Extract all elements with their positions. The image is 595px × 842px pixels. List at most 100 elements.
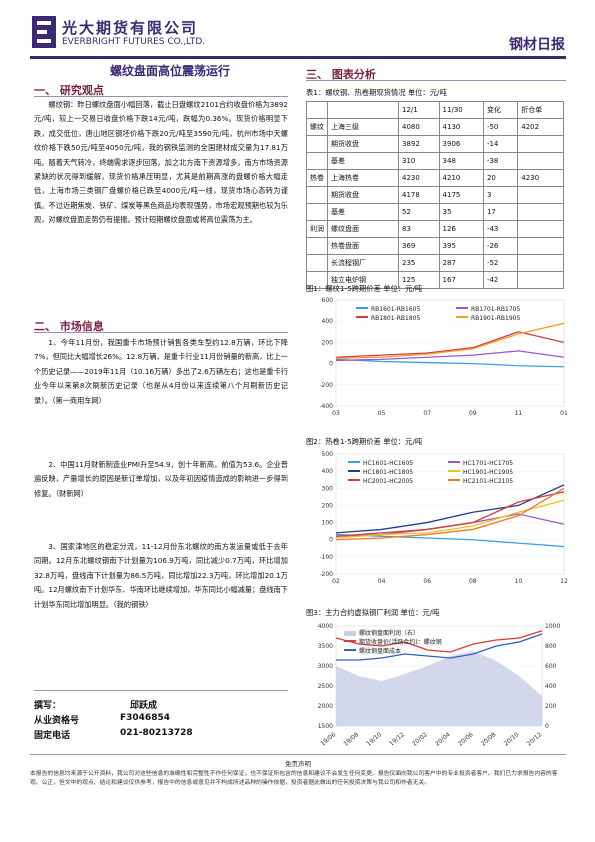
series-line bbox=[335, 630, 543, 653]
report-type: 钢材日报 bbox=[509, 37, 565, 53]
table-cell-group bbox=[306, 186, 328, 204]
table-cell-wr bbox=[517, 135, 564, 153]
table-cell-name: 热卷盘面 bbox=[327, 237, 399, 255]
table-cell-wr bbox=[517, 186, 564, 204]
table-cell-chg: -52 bbox=[482, 254, 519, 272]
y2-tick-label: 200 bbox=[545, 703, 557, 710]
plot-area bbox=[335, 299, 565, 407]
chart-rebar-spread: -400 -200 0 200 400 600 03 05 07 09 11 01 RB1601-RB1… bbox=[319, 297, 568, 417]
y-tick-label: 400 bbox=[322, 318, 334, 325]
table-row: 热卷 上海热卷 4230 4210 20 4230 bbox=[306, 169, 564, 187]
table-cell-group bbox=[306, 254, 328, 272]
legend-swatch bbox=[356, 307, 368, 309]
legend-label: RB1901-RB1905 bbox=[471, 315, 520, 322]
x-tick-label: 20/12 bbox=[526, 731, 544, 748]
market-info-item: 2、中国11月财新制造业PMI升至54.9，创十年新高，前值为53.6。企业普遍… bbox=[34, 460, 288, 498]
series-line bbox=[335, 331, 565, 358]
legend-swatch bbox=[344, 631, 356, 636]
x-tick-label: 19/12 bbox=[388, 731, 406, 748]
table-cell-wr bbox=[517, 271, 564, 289]
table-cell-wr: 4230 bbox=[517, 169, 564, 187]
x-tick-label: 20/08 bbox=[480, 731, 498, 748]
table-cell-name: 期货收盘 bbox=[327, 135, 399, 153]
y-tick-label: 200 bbox=[322, 339, 334, 346]
x-tick-label: 06 bbox=[423, 578, 431, 585]
y-tick-label: 4000 bbox=[318, 623, 333, 630]
x-tick-label: 02 bbox=[332, 578, 340, 585]
table-row: 利润 螺纹盘面 83 126 -43 bbox=[306, 220, 564, 238]
table-cell-v1: 4080 bbox=[398, 118, 440, 136]
legend-label: HC2001-HC2005 bbox=[363, 478, 413, 485]
phone-number: 021-80213728 bbox=[120, 728, 193, 738]
table-cell-chg: -43 bbox=[482, 220, 519, 238]
x-tick-label: 01 bbox=[560, 410, 568, 417]
y-tick-label: 500 bbox=[322, 451, 334, 458]
y-tick-label: -200 bbox=[319, 382, 333, 389]
section2-title: 二、 市场信息 bbox=[34, 320, 104, 333]
table-header bbox=[327, 101, 399, 119]
table-cell-group bbox=[306, 203, 328, 221]
table-cell-v1: 235 bbox=[398, 254, 440, 272]
table-cell-wr bbox=[517, 220, 564, 238]
series-line bbox=[335, 491, 565, 537]
table-cell-chg: -26 bbox=[482, 237, 519, 255]
table-cell-chg: 17 bbox=[482, 203, 519, 221]
legend-swatch bbox=[348, 479, 360, 481]
legend-swatch bbox=[448, 479, 460, 481]
section3-title: 三、 图表分析 bbox=[306, 68, 376, 81]
table-cell-v1: 52 bbox=[398, 203, 440, 221]
table-cell-v1: 4230 bbox=[398, 169, 440, 187]
table-cell-v2: 167 bbox=[438, 271, 484, 289]
legend-label: HC1601-HC1605 bbox=[363, 460, 413, 467]
y-tick-label: 3500 bbox=[318, 643, 333, 650]
legend-swatch bbox=[448, 470, 460, 472]
series-line bbox=[335, 487, 565, 541]
legend-label: RB1601-RB1605 bbox=[371, 306, 420, 313]
y-tick-label: 300 bbox=[322, 485, 334, 492]
series-line bbox=[335, 499, 565, 539]
x-tick-label: 08 bbox=[469, 578, 477, 585]
series-line bbox=[335, 358, 565, 368]
plot-area bbox=[335, 453, 565, 575]
author-name: 邱跃成 bbox=[130, 701, 158, 711]
table-cell-v1: 83 bbox=[398, 220, 440, 238]
table-cell-name: 上海三级 bbox=[327, 118, 399, 136]
y-tick-label: 0 bbox=[329, 361, 333, 368]
table-row: 期货收盘 3892 3906 -14 bbox=[306, 135, 564, 153]
x-tick-label: 20/04 bbox=[434, 731, 452, 748]
legend-swatch bbox=[344, 640, 356, 642]
company-name-en: EVERBRIGHT FUTURES CO.,LTD. bbox=[62, 37, 206, 47]
table-header: 变化 bbox=[482, 101, 519, 119]
chart-hrc-spread: -200 -100 0 100 200 300 400 500 02 04 06 08 10 12 HC16… bbox=[319, 451, 568, 585]
table-cell-chg: 20 bbox=[482, 169, 519, 187]
x-tick-label: 19/06 bbox=[320, 731, 338, 748]
table-row: 螺纹 上海三级 4080 4130 -50 4202 bbox=[306, 118, 564, 136]
fig3-caption: 图3：主力合约虚拟钢厂利润 单位：元/吨 bbox=[306, 608, 440, 617]
table-cell-v1: 369 bbox=[398, 237, 440, 255]
phone-label: 固定电话 bbox=[34, 731, 71, 741]
y-tick-label: -400 bbox=[319, 403, 333, 410]
legend-swatch bbox=[456, 316, 468, 318]
table-cell-name: 基差 bbox=[327, 152, 399, 170]
legend-label: 期货收盘价(活跃合约)：螺纹钢 bbox=[359, 638, 442, 646]
header-divider bbox=[30, 56, 566, 59]
table-cell-v1: 310 bbox=[398, 152, 440, 170]
legend-swatch bbox=[456, 307, 468, 309]
table-cell-wr bbox=[517, 254, 564, 272]
x-tick-label: 10 bbox=[515, 578, 523, 585]
table-header-row: 12/1 11/30 变化 折仓单 bbox=[306, 101, 564, 119]
table-cell-group bbox=[306, 237, 328, 255]
y2-tick-label: 800 bbox=[545, 643, 557, 650]
x-tick-label: 07 bbox=[423, 410, 431, 417]
legend-swatch bbox=[356, 316, 368, 318]
logo-icon bbox=[32, 16, 56, 48]
table-cell-wr bbox=[517, 152, 564, 170]
disclaimer-title: 免责声明 bbox=[285, 760, 311, 768]
x-tick-label: 20/02 bbox=[411, 731, 429, 748]
table-row: 期货收盘 4178 4175 3 bbox=[306, 186, 564, 204]
x-tick-label: 19/08 bbox=[342, 731, 360, 748]
disclaimer-text: 本报告的信息均来源于公开资料，我公司对这些信息的准确性和完整性不作任何保证，也不… bbox=[30, 771, 558, 786]
cert-label: 从业资格号 bbox=[34, 716, 80, 726]
legend-label: 螺纹钢盘面利润（右） bbox=[359, 629, 419, 637]
table-cell-wr: 4202 bbox=[517, 118, 564, 136]
